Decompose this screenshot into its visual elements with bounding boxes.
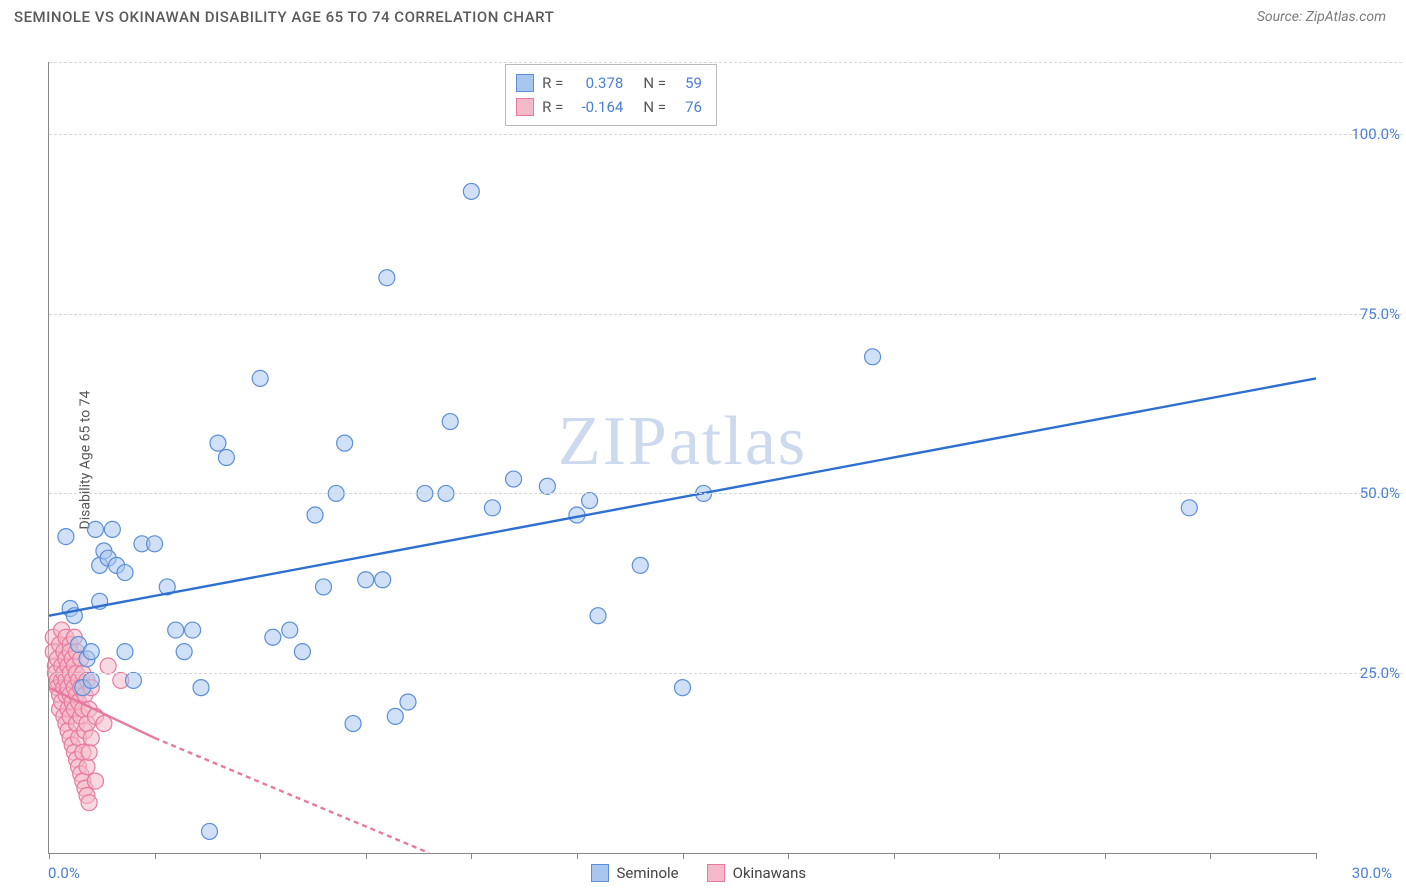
data-point xyxy=(252,370,268,386)
x-tick xyxy=(894,853,895,859)
data-point xyxy=(539,478,555,494)
chart-source: Source: ZipAtlas.com xyxy=(1257,9,1386,25)
data-point xyxy=(294,644,310,660)
data-point xyxy=(168,622,184,638)
x-tick xyxy=(471,853,472,859)
corr-row-seminole: R = 0.378 N = 59 xyxy=(516,71,702,95)
data-point xyxy=(379,270,395,286)
data-point xyxy=(87,773,103,789)
corr-r-okinawans: -0.164 xyxy=(571,95,623,119)
data-point xyxy=(337,435,353,451)
x-tick xyxy=(155,853,156,859)
chart-header: SEMINOLE VS OKINAWAN DISABILITY AGE 65 T… xyxy=(0,0,1406,32)
data-point xyxy=(147,536,163,552)
data-point xyxy=(210,435,226,451)
gridline-h xyxy=(49,62,1402,63)
data-point xyxy=(282,622,298,638)
data-point xyxy=(463,183,479,199)
chart-container: Disability Age 65 to 74 ZIPatlas R = 0.3… xyxy=(0,32,1406,888)
data-point xyxy=(218,450,234,466)
data-point xyxy=(484,500,500,516)
data-point xyxy=(176,644,192,660)
data-point xyxy=(375,572,391,588)
data-point xyxy=(400,694,416,710)
trend-line xyxy=(155,738,430,853)
data-point xyxy=(81,795,97,811)
y-tick-label: 50.0% xyxy=(1360,484,1400,502)
corr-r-seminole: 0.378 xyxy=(571,71,623,95)
data-point xyxy=(117,565,133,581)
swatch-okinawans xyxy=(516,98,534,116)
data-point xyxy=(83,644,99,660)
x-tick xyxy=(1316,853,1317,859)
data-point xyxy=(117,644,133,660)
data-point xyxy=(185,622,201,638)
data-point xyxy=(265,629,281,645)
y-tick-label: 100.0% xyxy=(1351,125,1400,143)
data-point xyxy=(100,658,116,674)
data-point xyxy=(316,579,332,595)
data-point xyxy=(58,529,74,545)
corr-n-seminole: 59 xyxy=(674,71,702,95)
data-point xyxy=(79,759,95,775)
data-point xyxy=(81,744,97,760)
data-point xyxy=(582,493,598,509)
data-point xyxy=(675,680,691,696)
data-point xyxy=(590,608,606,624)
x-tick xyxy=(49,853,50,859)
data-point xyxy=(632,557,648,573)
y-tick-label: 25.0% xyxy=(1360,664,1400,682)
data-point xyxy=(83,672,99,688)
x-axis-end-label: 30.0% xyxy=(1352,864,1392,882)
data-point xyxy=(865,349,881,365)
x-tick xyxy=(1105,853,1106,859)
legend-item-seminole: Seminole xyxy=(591,864,679,882)
correlation-legend: R = 0.378 N = 59 R = -0.164 N = 76 xyxy=(505,64,717,126)
data-point xyxy=(83,730,99,746)
x-axis-start-label: 0.0% xyxy=(48,864,80,882)
x-tick xyxy=(577,853,578,859)
data-point xyxy=(506,471,522,487)
x-tick xyxy=(683,853,684,859)
data-point xyxy=(1181,500,1197,516)
y-tick-label: 75.0% xyxy=(1360,305,1400,323)
chart-title: SEMINOLE VS OKINAWAN DISABILITY AGE 65 T… xyxy=(14,8,554,26)
legend-swatch-seminole xyxy=(591,864,609,882)
legend-label-seminole: Seminole xyxy=(617,864,679,882)
x-tick xyxy=(260,853,261,859)
legend-swatch-okinawans xyxy=(707,864,725,882)
trend-line xyxy=(49,378,1316,615)
data-point xyxy=(201,823,217,839)
x-tick xyxy=(999,853,1000,859)
gridline-h xyxy=(49,314,1402,315)
corr-r-label-2: R = xyxy=(542,95,563,119)
data-point xyxy=(193,680,209,696)
data-point xyxy=(345,716,361,732)
gridline-h xyxy=(49,134,1402,135)
gridline-h xyxy=(49,493,1402,494)
gridline-h xyxy=(49,673,1402,674)
x-tick xyxy=(788,853,789,859)
corr-n-okinawans: 76 xyxy=(674,95,702,119)
x-tick xyxy=(366,853,367,859)
legend-label-okinawans: Okinawans xyxy=(733,864,806,882)
corr-row-okinawans: R = -0.164 N = 76 xyxy=(516,95,702,119)
plot-area: ZIPatlas R = 0.378 N = 59 R = -0.164 N =… xyxy=(48,62,1316,854)
x-tick xyxy=(1210,853,1211,859)
data-point xyxy=(96,716,112,732)
data-point xyxy=(307,507,323,523)
data-point xyxy=(125,672,141,688)
data-point xyxy=(442,414,458,430)
legend-item-okinawans: Okinawans xyxy=(707,864,806,882)
swatch-seminole xyxy=(516,74,534,92)
corr-n-label-2: N = xyxy=(643,95,666,119)
data-point xyxy=(104,521,120,537)
data-point xyxy=(358,572,374,588)
corr-n-label: N = xyxy=(643,71,666,95)
corr-r-label: R = xyxy=(542,71,563,95)
data-point xyxy=(387,708,403,724)
data-point xyxy=(87,521,103,537)
series-legend: Seminole Okinawans xyxy=(591,864,807,882)
scatter-svg xyxy=(49,62,1316,853)
